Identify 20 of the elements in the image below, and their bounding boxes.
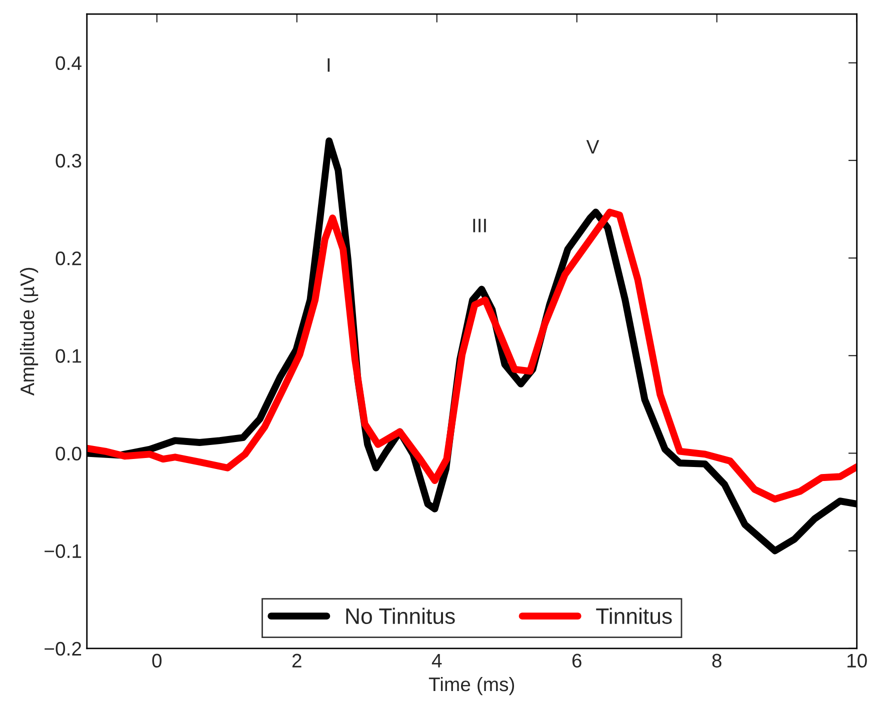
x-tick-label: 4	[432, 654, 442, 668]
x-tick-label: 0	[152, 654, 162, 668]
annotation: I	[328, 58, 330, 72]
y-tick-label: 0.1	[56, 349, 82, 363]
x-axis-title: Time (ms)	[428, 676, 514, 696]
y-tick-label: −0.2	[44, 642, 82, 656]
y-tick-label: −0.1	[44, 544, 82, 558]
legend-label: No Tinnitus	[346, 608, 455, 624]
y-tick-label: 0.0	[56, 446, 82, 460]
legend-label: Tinnitus	[596, 608, 672, 624]
y-tick-label: 0.2	[56, 251, 82, 266]
y-tick-label: 0.4	[56, 56, 82, 70]
x-tick-label: 2	[292, 654, 302, 668]
y-tick-label: 0.3	[56, 154, 82, 168]
y-axis-title: Amplitude (µV)	[20, 268, 38, 396]
x-tick-label: 8	[712, 654, 722, 668]
x-tick-label: 10	[848, 654, 867, 668]
x-tick-label: 6	[572, 654, 582, 668]
annotation: III	[473, 218, 486, 232]
annotation: V	[586, 140, 600, 154]
